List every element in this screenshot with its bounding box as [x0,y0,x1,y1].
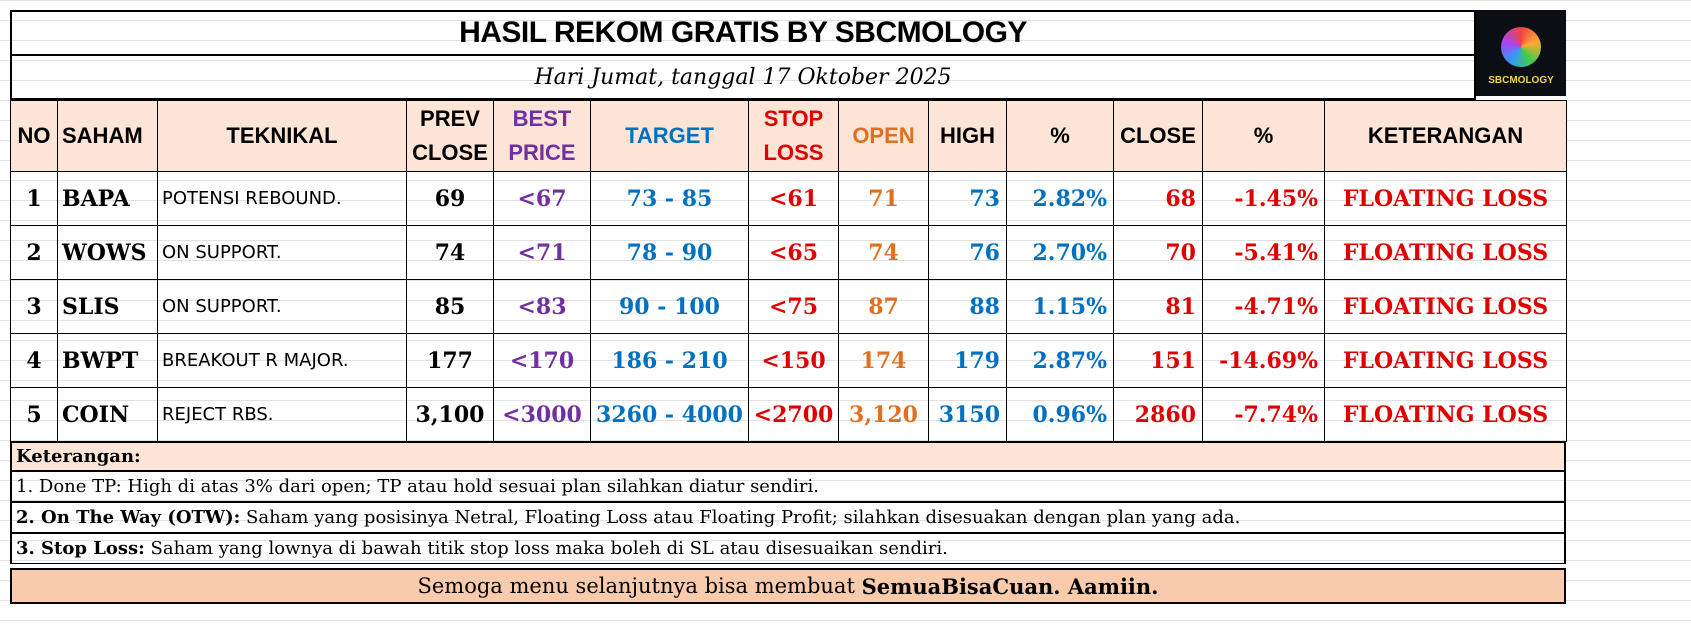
cell-no: 1 [10,171,58,226]
cell-prev: 69 [406,171,494,226]
cell-saham: SLIS [57,279,158,334]
col-keterangan: KETERANGAN [1324,100,1567,172]
cell-stop: <65 [748,225,839,280]
notes-heading: Keterangan: [10,442,1566,471]
report-sheet: SBCMOLOGY HASIL REKOM GRATIS BY SBCMOLOG… [10,10,1567,604]
cell-saham: BAPA [57,171,158,226]
col-best-price: BEST PRICE [493,100,591,172]
col-close: CLOSE [1113,100,1203,172]
cell-teknikal: ON SUPPORT. [157,279,407,334]
cell-pct-high: 1.15% [1006,279,1114,334]
page-title: HASIL REKOM GRATIS BY SBCMOLOGY [10,10,1476,55]
cell-close: 70 [1113,225,1203,280]
table-row: 2 WOWS ON SUPPORT. 74 <71 78 - 90 <65 74 76 2.70%… [10,225,1567,280]
note-2: 2. On The Way (OTW): Saham yang posisiny… [10,502,1566,533]
cell-ket: FLOATING LOSS [1324,171,1567,226]
cell-pct-close: -7.74% [1202,387,1325,442]
note-1: 1. Done TP: High di atas 3% dari open; T… [10,471,1566,502]
cell-no: 3 [10,279,58,334]
cell-target: 73 - 85 [590,171,749,226]
footer-banner: Semoga menu selanjutnya bisa membuat Sem… [10,568,1566,604]
cell-pct-close: -14.69% [1202,333,1325,388]
cell-open: 3,120 [838,387,929,442]
col-saham: SAHAM [57,100,158,172]
cell-high: 179 [928,333,1007,388]
col-prev-close: PREV CLOSE [406,100,494,172]
cell-ket: FLOATING LOSS [1324,279,1567,334]
cell-prev: 3,100 [406,387,494,442]
flower-icon [1501,27,1541,67]
cell-teknikal: REJECT RBS. [157,387,407,442]
table-row: 4 BWPT BREAKOUT R MAJOR. 177 <170 186 - 210 <1… [10,333,1567,388]
cell-open: 71 [838,171,929,226]
cell-high: 76 [928,225,1007,280]
page-subtitle: Hari Jumat, tanggal 17 Oktober 2025 [10,55,1476,100]
cell-high: 88 [928,279,1007,334]
header-row: NO SAHAM TEKNIKAL PREV CLOSE BEST PRICE TA… [10,100,1567,172]
cell-pct-high: 0.96% [1006,387,1114,442]
cell-target: 186 - 210 [590,333,749,388]
cell-best: <170 [493,333,591,388]
cell-stop: <150 [748,333,839,388]
col-stop-loss: STOP LOSS [748,100,839,172]
cell-target: 3260 - 4000 [590,387,749,442]
note-3: 3. Stop Loss: Saham yang lownya di bawah… [10,533,1566,564]
col-pct-close: % [1202,100,1325,172]
cell-close: 68 [1113,171,1203,226]
cell-prev: 74 [406,225,494,280]
col-target: TARGET [590,100,749,172]
sbcmology-logo: SBCMOLOGY [1476,10,1566,96]
cell-pct-close: -1.45% [1202,171,1325,226]
cell-saham: WOWS [57,225,158,280]
cell-pct-close: -5.41% [1202,225,1325,280]
cell-stop: <61 [748,171,839,226]
col-pct-high: % [1006,100,1114,172]
cell-best: <3000 [493,387,591,442]
cell-no: 5 [10,387,58,442]
cell-close: 151 [1113,333,1203,388]
cell-pct-close: -4.71% [1202,279,1325,334]
col-open: OPEN [838,100,929,172]
cell-ket: FLOATING LOSS [1324,387,1567,442]
cell-stop: <75 [748,279,839,334]
cell-best: <67 [493,171,591,226]
cell-open: 174 [838,333,929,388]
cell-high: 73 [928,171,1007,226]
cell-stop: <2700 [748,387,839,442]
recommendation-table: NO SAHAM TEKNIKAL PREV CLOSE BEST PRICE TA… [10,100,1567,442]
cell-open: 74 [838,225,929,280]
cell-high: 3150 [928,387,1007,442]
cell-teknikal: BREAKOUT R MAJOR. [157,333,407,388]
cell-no: 2 [10,225,58,280]
table-row: 3 SLIS ON SUPPORT. 85 <83 90 - 100 <75 87 88 1.15… [10,279,1567,334]
col-high: HIGH [928,100,1007,172]
col-teknikal: TEKNIKAL [157,100,407,172]
cell-pct-high: 2.82% [1006,171,1114,226]
cell-close: 2860 [1113,387,1203,442]
cell-ket: FLOATING LOSS [1324,225,1567,280]
cell-pct-high: 2.87% [1006,333,1114,388]
table-row: 5 COIN REJECT RBS. 3,100 <3000 3260 - 4000 <27… [10,387,1567,442]
cell-target: 90 - 100 [590,279,749,334]
cell-best: <83 [493,279,591,334]
cell-close: 81 [1113,279,1203,334]
cell-best: <71 [493,225,591,280]
logo-text: SBCMOLOGY [1488,75,1554,86]
cell-saham: COIN [57,387,158,442]
cell-prev: 85 [406,279,494,334]
cell-saham: BWPT [57,333,158,388]
cell-prev: 177 [406,333,494,388]
table-row: 1 BAPA POTENSI REBOUND. 69 <67 73 - 85 <61 71 73… [10,171,1567,226]
cell-open: 87 [838,279,929,334]
cell-pct-high: 2.70% [1006,225,1114,280]
cell-target: 78 - 90 [590,225,749,280]
col-no: NO [10,100,58,172]
cell-teknikal: ON SUPPORT. [157,225,407,280]
cell-no: 4 [10,333,58,388]
cell-teknikal: POTENSI REBOUND. [157,171,407,226]
cell-ket: FLOATING LOSS [1324,333,1567,388]
